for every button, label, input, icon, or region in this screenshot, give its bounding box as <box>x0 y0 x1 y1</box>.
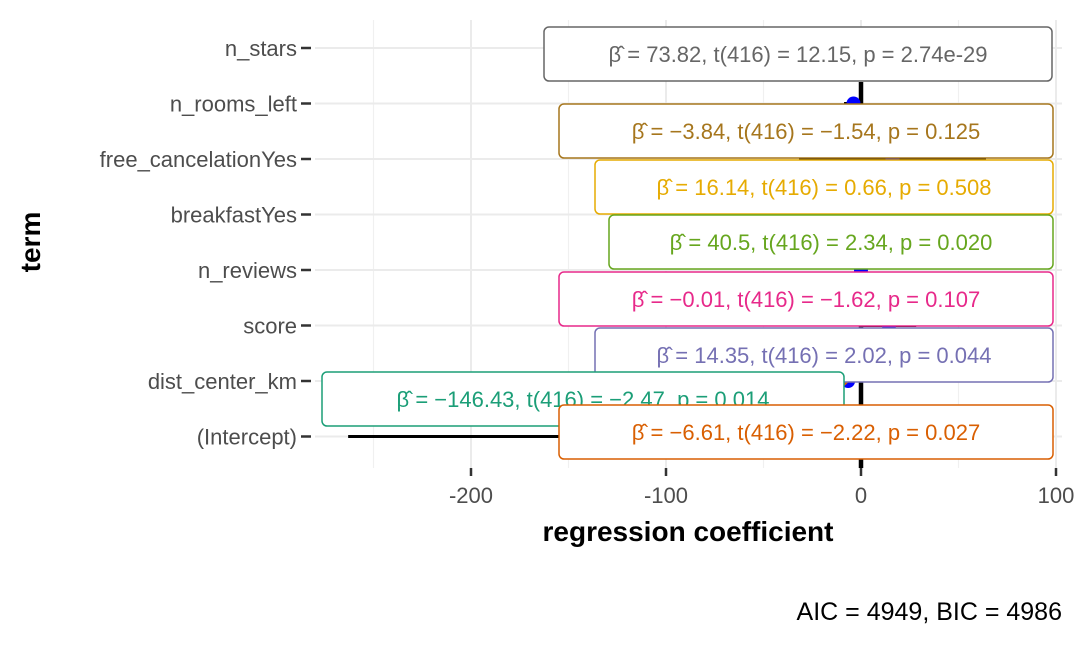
x-tick-labels: -200 -100 0 100 <box>449 468 1074 508</box>
stat-label: β̂ = 73.82, t(416) = 12.15, p = 2.74e-29 <box>543 26 1053 82</box>
stat-label-text: β̂ = 73.82, t(416) = 12.15, p = 2.74e-29 <box>609 42 988 67</box>
stat-label: β̂ = 14.35, t(416) = 2.02, p = 0.044 <box>594 327 1054 383</box>
y-tick-label: free_cancelationYes <box>100 147 297 172</box>
fit-caption: AIC = 4949, BIC = 4986 <box>797 598 1062 626</box>
x-tick-label: -200 <box>449 483 493 508</box>
y-tick-label: n_rooms_left <box>170 92 297 117</box>
stat-label-box <box>558 404 1054 460</box>
x-tick-label: 100 <box>1038 483 1075 508</box>
stat-label-box <box>558 103 1054 159</box>
stat-label: β̂ = 40.5, t(416) = 2.34, p = 0.020 <box>608 214 1054 270</box>
stat-label-text: β̂ = 16.14, t(416) = 0.66, p = 0.508 <box>657 175 992 200</box>
x-tick-label: -100 <box>644 483 688 508</box>
stat-label: β̂ = −3.84, t(416) = −1.54, p = 0.125 <box>558 103 1054 159</box>
y-tick-labels: n_stars n_rooms_left free_cancelationYesbr… <box>100 36 311 450</box>
y-tick-label: score <box>243 314 297 339</box>
stat-label-text: β̂ = 40.5, t(416) = 2.34, p = 0.020 <box>670 230 993 255</box>
stat-label-box <box>608 214 1054 270</box>
y-axis-title: term <box>15 212 46 273</box>
stat-label: β̂ = 16.14, t(416) = 0.66, p = 0.508 <box>594 159 1054 215</box>
y-tick-label: n_stars <box>225 36 297 61</box>
stat-label-text: β̂ = −3.84, t(416) = −1.54, p = 0.125 <box>632 119 980 144</box>
y-tick-label: n_reviews <box>198 258 297 283</box>
stat-label-text: β̂ = −0.01, t(416) = −1.62, p = 0.107 <box>632 287 980 312</box>
x-axis-title: regression coefficient <box>543 516 834 547</box>
x-tick-label: 0 <box>855 483 867 508</box>
y-tick-label: (Intercept) <box>197 425 297 450</box>
stat-label-text: β̂ = −6.61, t(416) = −2.22, p = 0.027 <box>632 420 980 445</box>
stat-label-text: β̂ = 14.35, t(416) = 2.02, p = 0.044 <box>657 343 992 368</box>
stat-label-box <box>543 26 1053 82</box>
y-tick-label: breakfastYes <box>171 203 297 228</box>
stat-label-box <box>558 271 1054 327</box>
stat-label: β̂ = −0.01, t(416) = −1.62, p = 0.107 <box>558 271 1054 327</box>
y-tick-label: dist_center_km <box>148 369 297 394</box>
stat-labels: β̂ = 73.82, t(416) = 12.15, p = 2.74e-29… <box>321 26 1054 460</box>
stat-label: β̂ = −6.61, t(416) = −2.22, p = 0.027 <box>558 404 1054 460</box>
stat-label-box <box>594 159 1054 215</box>
